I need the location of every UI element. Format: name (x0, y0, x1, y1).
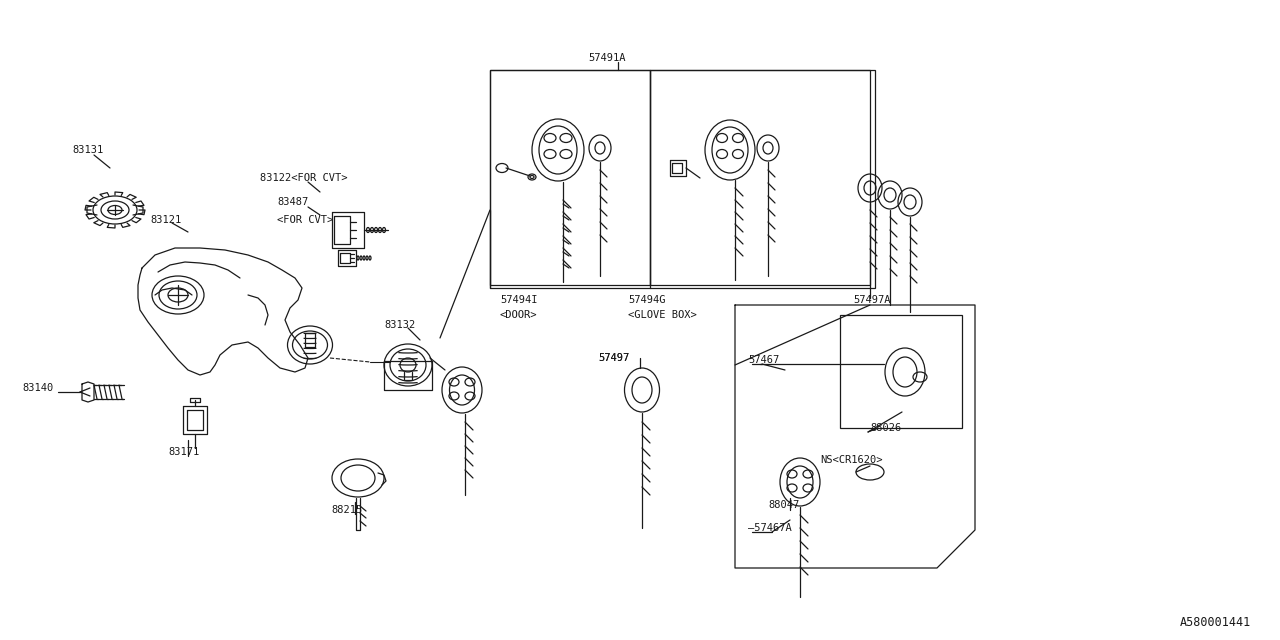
Bar (490, 70, 650, 285)
Bar (650, 70, 870, 285)
Text: 57491A: 57491A (588, 53, 626, 63)
Text: 83140: 83140 (22, 383, 54, 393)
Text: 83122<FOR CVT>: 83122<FOR CVT> (260, 173, 347, 183)
Text: <FOR CVT>: <FOR CVT> (276, 215, 333, 225)
Text: 57497: 57497 (598, 353, 630, 363)
Text: 83132: 83132 (384, 320, 415, 330)
Text: —57467A: —57467A (748, 523, 792, 533)
Text: 83131: 83131 (72, 145, 104, 155)
Text: 57497A: 57497A (852, 295, 891, 305)
Text: 83171: 83171 (168, 447, 200, 457)
Text: <GLOVE BOX>: <GLOVE BOX> (628, 310, 696, 320)
Text: A580001441: A580001441 (1180, 616, 1252, 628)
Text: <DOOR>: <DOOR> (500, 310, 538, 320)
Bar (840, 315, 963, 428)
Bar (490, 70, 876, 288)
Text: 88026: 88026 (870, 423, 901, 433)
Text: 57494I: 57494I (500, 295, 538, 305)
Text: 83487: 83487 (276, 197, 308, 207)
Text: 88215: 88215 (332, 505, 362, 515)
Text: 57497: 57497 (598, 353, 630, 363)
Text: 57494G: 57494G (628, 295, 666, 305)
Text: 57467: 57467 (748, 355, 780, 365)
Text: 83121: 83121 (150, 215, 182, 225)
Text: NS<CR1620>: NS<CR1620> (820, 455, 882, 465)
Text: 88047: 88047 (768, 500, 799, 510)
